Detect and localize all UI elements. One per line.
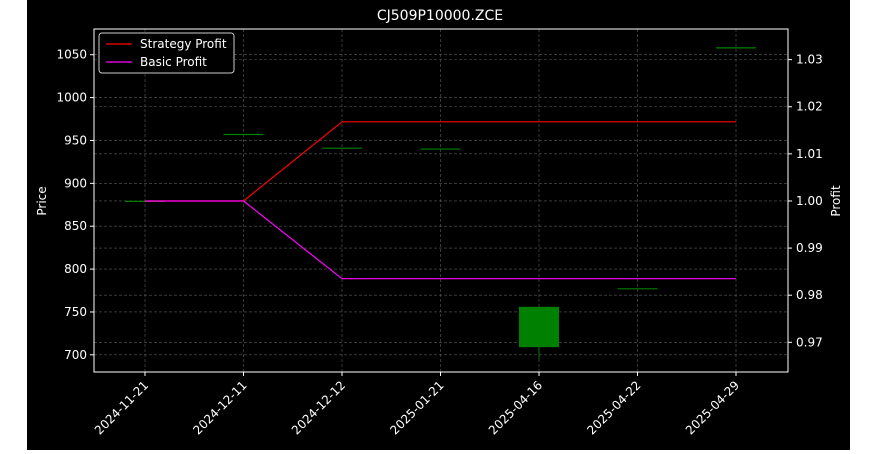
y-tick-label-right: 1.03 — [796, 53, 823, 67]
legend-box — [98, 32, 235, 74]
y-tick-label-right: 1.00 — [796, 194, 823, 208]
y-tick-label-left: 950 — [64, 133, 87, 147]
y-tick-label-left: 1000 — [56, 91, 87, 105]
y-tick-label-right: 0.97 — [796, 335, 823, 349]
y-tick-label-left: 900 — [64, 176, 87, 190]
y-tick-label-left: 800 — [64, 262, 87, 276]
y-tick-label-left: 750 — [64, 305, 87, 319]
figure-background — [27, 0, 850, 450]
y-tick-label-right: 1.02 — [796, 100, 823, 114]
legend-label-strategy-profit: Strategy Profit — [140, 37, 227, 51]
y-tick-label-right: 0.98 — [796, 288, 823, 302]
y-axis-label-right: Profit — [829, 185, 843, 217]
left-y-axis: 700 750 800 850 900 950 1000 1050 — [56, 48, 94, 362]
candle-body — [519, 306, 559, 348]
legend-label-basic-profit: Basic Profit — [140, 55, 207, 69]
y-tick-label-left: 1050 — [56, 48, 87, 62]
y-tick-label-right: 0.99 — [796, 241, 823, 255]
candle-layer — [125, 47, 756, 360]
y-tick-label-left: 700 — [64, 348, 87, 362]
y-tick-label-left: 850 — [64, 219, 87, 233]
y-tick-label-right: 1.01 — [796, 147, 823, 161]
chart-title: CJ509P10000.ZCE — [377, 8, 503, 24]
y-axis-label-left: Price — [35, 186, 49, 215]
series-line-basic-profit — [145, 200, 736, 280]
legend: Strategy Profit Basic Profit — [98, 32, 235, 74]
line-layer — [145, 121, 736, 280]
right-y-axis: 0.97 0.98 0.99 1.00 1.01 1.02 1.03 — [788, 53, 823, 349]
